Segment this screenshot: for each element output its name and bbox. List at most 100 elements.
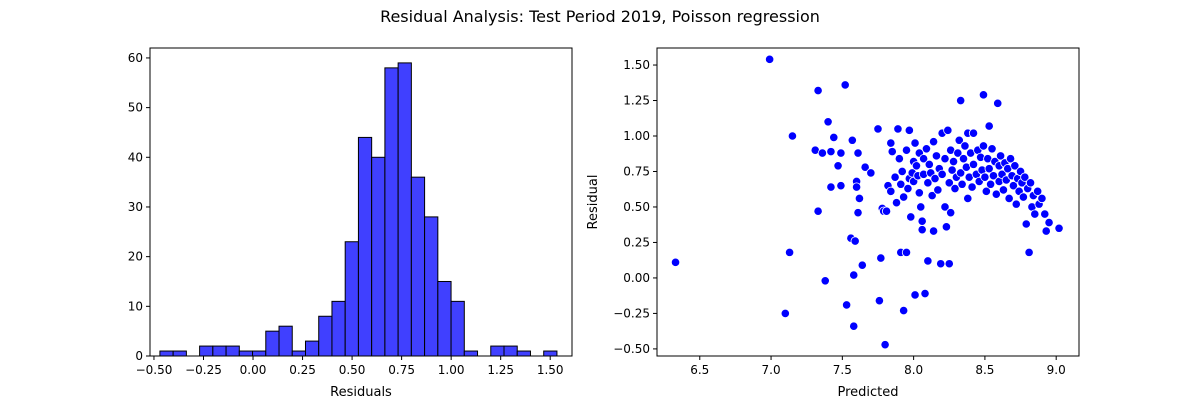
scatter-point [891, 198, 902, 208]
scatter-point [963, 193, 973, 204]
histogram-bar [265, 330, 280, 357]
scatter-points [670, 54, 1064, 350]
y-tick-label: 50 [128, 101, 143, 115]
x-tick-label: 0.75 [388, 363, 415, 377]
x-tick-label: 8.0 [904, 363, 923, 377]
scatter-point [849, 321, 859, 331]
x-tick-label: 1.00 [438, 363, 465, 377]
scatter-point [886, 186, 896, 196]
y-tick-label: 60 [128, 51, 143, 65]
scatter-point [899, 192, 909, 202]
scatter-point [780, 308, 790, 319]
scatter-point [940, 202, 950, 212]
scatter-point [849, 270, 859, 280]
scatter-point [670, 257, 681, 267]
scatter-point [923, 178, 933, 188]
scatter-point [1005, 154, 1016, 164]
histogram-bar [331, 300, 346, 357]
scatter-point [919, 154, 929, 164]
x-tick-label: 0.25 [289, 363, 316, 377]
y-tick-label: 1.00 [623, 129, 650, 143]
scatter-point [894, 154, 904, 164]
scatter-point [893, 124, 903, 134]
histogram-bar [357, 136, 373, 357]
figure-title: Residual Analysis: Test Period 2019, Poi… [380, 7, 820, 26]
x-tick-label: 9.0 [1047, 363, 1066, 377]
histogram-bar [159, 350, 174, 357]
scatter-point [876, 253, 886, 263]
scatter-point [853, 208, 863, 218]
scatter-point [980, 172, 990, 182]
scatter-point [903, 183, 913, 194]
scatter-point [1033, 186, 1043, 196]
histogram-bar [304, 340, 320, 357]
scatter-point [1008, 181, 1019, 191]
scatter-point [914, 188, 924, 198]
scatter-point [954, 135, 964, 145]
y-tick-label: 20 [128, 250, 143, 264]
x-tick-label: 0.00 [240, 363, 267, 377]
scatter-point [943, 125, 953, 135]
histogram-bar [450, 300, 465, 357]
scatter-point [897, 166, 907, 177]
scatter-point [899, 305, 909, 316]
scatter-point [928, 226, 939, 236]
scatter-point [984, 164, 994, 174]
scatter-point [842, 300, 852, 310]
scatter-point [826, 147, 836, 157]
histogram-bar [225, 345, 240, 357]
scatter-point [874, 296, 885, 306]
scatter-point [1018, 192, 1028, 202]
scatter-point [986, 179, 996, 189]
scatter-point [931, 151, 942, 161]
histogram-bar [397, 62, 412, 357]
scatter-point [901, 145, 912, 155]
y-tick-label: 40 [128, 150, 143, 164]
y-tick-label: 30 [128, 200, 143, 214]
scatter-point [930, 173, 940, 184]
scatter-point [866, 168, 876, 178]
scatter-point [967, 182, 977, 192]
histogram-bar [410, 176, 426, 357]
x-tick-label: 1.25 [487, 363, 514, 377]
y-tick-label: −0.50 [613, 342, 650, 356]
scatter-point [993, 98, 1003, 108]
histogram-bar [424, 216, 439, 357]
y-tick-label: 0 [135, 349, 143, 363]
scatter-point [910, 138, 920, 148]
scatter-point [1054, 223, 1064, 233]
scatter-point [911, 161, 922, 171]
scatter-point [1011, 199, 1021, 209]
y-tick-label: 1.25 [623, 94, 650, 108]
x-tick-label: 7.5 [833, 363, 852, 377]
scatter-point [1041, 226, 1051, 236]
x-tick-label: 8.5 [975, 363, 994, 377]
scatter-point [940, 154, 950, 164]
scatter-point [948, 156, 959, 167]
scatter-point [896, 179, 906, 189]
scatter-point [906, 212, 916, 222]
y-tick-label: 1.50 [623, 58, 650, 72]
histogram-bar [543, 350, 558, 357]
scatter-point [978, 90, 989, 100]
histogram-bar [199, 345, 214, 357]
scatter-point [784, 247, 795, 257]
scatter-point [978, 141, 989, 151]
histogram-bar [291, 350, 306, 357]
scatter-point [927, 191, 937, 201]
scatter-panel: 6.5 7.0 7.5 8.0 8.5 9.0 −0.50 −0.25 0.00 0.25 0.5… [586, 47, 1080, 400]
scatter-point [813, 206, 823, 216]
scatter-point [944, 178, 954, 188]
scatter-x-ticks: 6.5 7.0 7.5 8.0 8.5 9.0 [690, 356, 1066, 377]
histogram-bar [463, 350, 479, 357]
histogram-bar [437, 280, 452, 357]
x-tick-label: −0.25 [185, 363, 222, 377]
scatter-point [1037, 193, 1047, 204]
scatter-point [1021, 219, 1031, 229]
scatter-point [956, 95, 966, 106]
scatter-axes-frame [656, 47, 1080, 357]
scatter-point [941, 222, 952, 232]
scatter-point [960, 141, 970, 151]
x-tick-label: 0.50 [339, 363, 366, 377]
